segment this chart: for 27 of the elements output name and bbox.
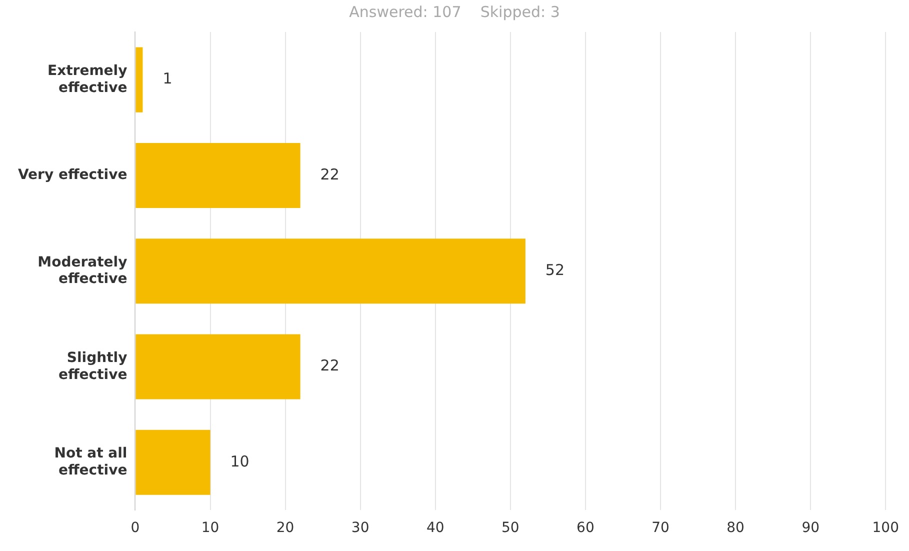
y-tick-label: Slightly effective — [58, 350, 128, 383]
bar — [136, 142, 300, 208]
bar — [136, 47, 143, 112]
x-tick-label: 30 — [351, 520, 370, 536]
y-tick-label: Moderately effective — [38, 254, 128, 288]
chart-title: Answered: 107 Skipped: 3 — [349, 2, 560, 21]
x-tick-label: 0 — [130, 520, 140, 536]
data-label: 10 — [230, 452, 250, 470]
x-tick-label: 40 — [426, 520, 444, 536]
x-tick-label: 70 — [652, 520, 670, 536]
y-tick-label: Very effective — [18, 167, 128, 184]
y-tick-label: Extremely effective — [48, 63, 128, 96]
y-tick-label: Not at all effective — [54, 446, 128, 478]
data-label: 1 — [162, 70, 172, 88]
x-tick-label: 50 — [502, 520, 520, 536]
x-tick-label: 100 — [872, 520, 900, 536]
bar — [136, 238, 526, 304]
x-tick-label: 20 — [276, 520, 294, 536]
x-tick-label: 10 — [201, 520, 220, 536]
data-label: 22 — [320, 356, 340, 375]
bar — [136, 334, 300, 400]
data-label: 22 — [320, 165, 340, 184]
x-tick-label: 80 — [726, 520, 744, 536]
bar — [136, 430, 210, 495]
x-tick-label: 90 — [802, 520, 820, 536]
x-tick-label: 60 — [576, 520, 594, 536]
data-label: 52 — [545, 260, 565, 279]
